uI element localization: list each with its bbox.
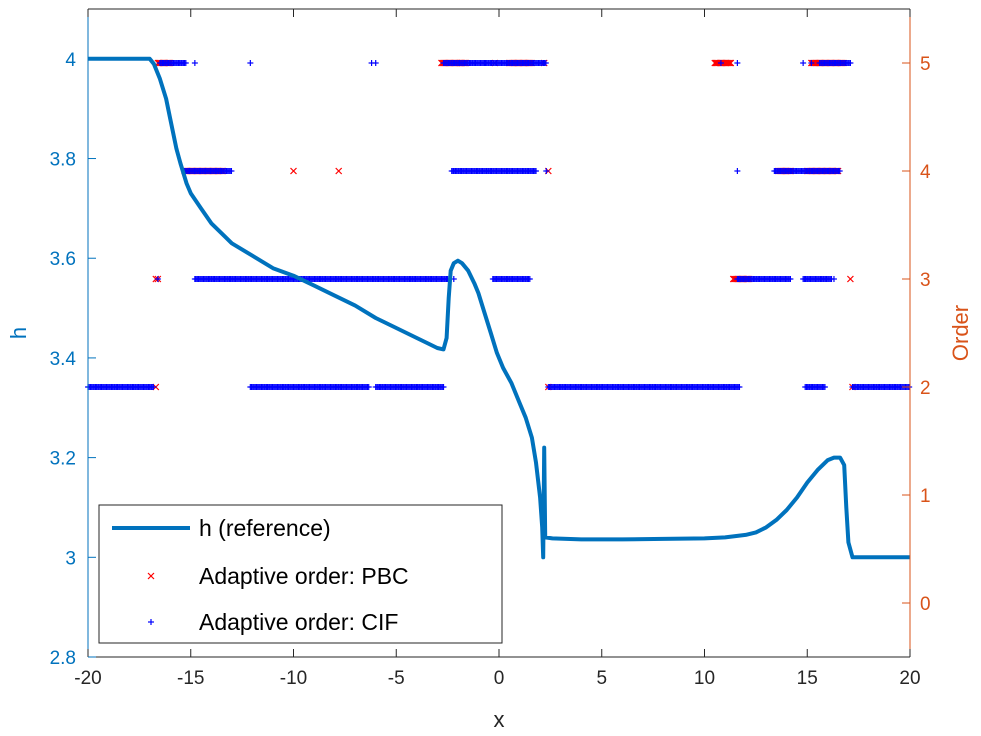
pbc-marker — [290, 167, 297, 175]
cif-marker — [247, 60, 254, 66]
y-right-tick-label: 5 — [920, 54, 931, 75]
cif-marker — [821, 384, 828, 390]
pbc-marker — [727, 59, 735, 67]
pbc-marker — [846, 275, 854, 283]
cif-marker — [365, 384, 372, 390]
y-axis-right-label: Order — [948, 305, 973, 361]
x-axis-label: x — [494, 707, 505, 732]
cif-marker — [154, 276, 161, 282]
x-tick-label: -20 — [74, 668, 101, 689]
axes — [87, 8, 911, 658]
y-left-tick-label: 3.8 — [50, 150, 76, 171]
pbc-marker — [726, 59, 733, 67]
y-right-tick-label: 1 — [920, 486, 931, 507]
cif-marker — [543, 168, 550, 174]
legend-swatch-cif — [148, 619, 154, 625]
x-tick-label: 5 — [596, 668, 607, 689]
y-left-tick-label: 3.6 — [50, 249, 76, 270]
cif-marker — [717, 60, 724, 66]
cif-marker — [372, 60, 379, 66]
legend-swatch-pbc — [147, 572, 155, 580]
y-axis-left-label: h — [6, 327, 31, 339]
cif-marker — [450, 168, 457, 174]
pbc-marker — [147, 572, 155, 580]
x-tick-label: 0 — [494, 668, 505, 689]
y-left-tick-label: 3.2 — [50, 449, 76, 470]
y-left-tick-label: 3.4 — [50, 349, 77, 370]
cif-markers — [85, 60, 913, 390]
y-left-tick-label: 3 — [65, 548, 76, 569]
x-tick-label: 15 — [797, 668, 818, 689]
y-right-tick-label: 4 — [920, 162, 931, 183]
pbc-marker — [335, 167, 343, 175]
y-right-tick-label: 0 — [920, 594, 931, 615]
x-tick-label: 20 — [899, 668, 920, 689]
cif-marker — [532, 168, 539, 174]
legend-entry-pbc: Adaptive order: PBC — [199, 563, 409, 589]
legend: h (reference) Adaptive order: PBC Adapti… — [98, 504, 503, 644]
cif-marker — [734, 168, 741, 174]
cif-marker — [228, 168, 235, 174]
x-tick-label: 10 — [694, 668, 715, 689]
cif-marker — [150, 384, 157, 390]
legend-entry-h-reference: h (reference) — [199, 515, 331, 541]
y-left-tick-label: 4 — [65, 50, 76, 71]
x-tick-label: -15 — [177, 668, 204, 689]
cif-marker — [191, 60, 198, 66]
y-left-tick-label: 2.8 — [50, 648, 76, 669]
cif-marker — [148, 619, 154, 625]
cif-marker — [542, 60, 549, 66]
y-right-tick-label: 2 — [920, 378, 931, 399]
cif-marker — [847, 60, 854, 66]
legend-entry-cif: Adaptive order: CIF — [199, 609, 398, 635]
y-right-tick-label: 3 — [920, 270, 931, 291]
cif-marker — [734, 60, 741, 66]
series-h-reference-line — [88, 56, 910, 560]
cif-marker — [182, 60, 189, 66]
tick-labels: -20 -15 -10 -5 0 5 10 15 20 2.8 3 3.2 3.4 3.6 3.8 4 0 1 2 3… — [50, 50, 931, 689]
cif-marker — [808, 60, 815, 66]
cif-marker — [481, 60, 488, 66]
cif-marker — [736, 384, 743, 390]
cif-marker — [800, 60, 807, 66]
cif-marker — [440, 384, 447, 390]
x-tick-label: -10 — [280, 668, 307, 689]
pbc-marker — [724, 59, 732, 67]
cif-marker — [787, 276, 794, 282]
cif-marker — [830, 276, 837, 282]
cif-marker — [836, 168, 843, 174]
x-tick-label: -5 — [388, 668, 405, 689]
cif-marker — [526, 276, 533, 282]
